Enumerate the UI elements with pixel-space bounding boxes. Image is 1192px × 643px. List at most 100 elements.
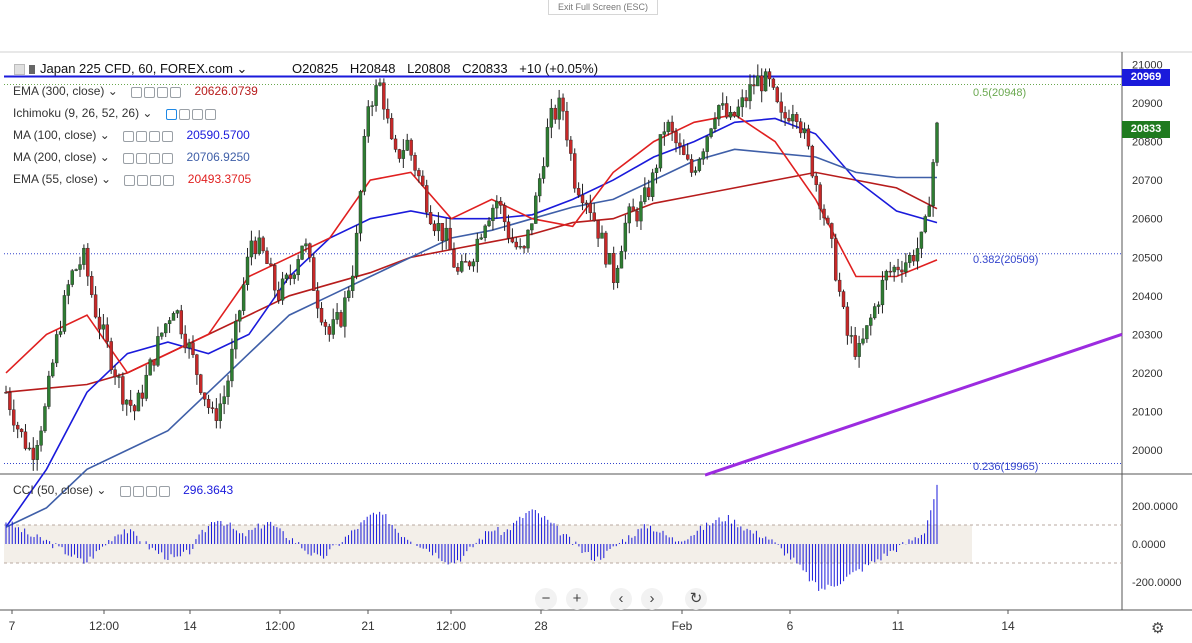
candle-body	[444, 227, 448, 241]
candle-body	[467, 261, 472, 267]
high-value: H20848	[349, 61, 396, 76]
candle-body	[428, 212, 433, 225]
candle-body	[697, 158, 702, 171]
indicator-controls[interactable]	[165, 107, 218, 121]
indicator-controls[interactable]	[124, 173, 176, 187]
close-icon	[158, 486, 170, 498]
chevron-down-icon[interactable]: ⌄	[232, 61, 248, 76]
candle-body	[140, 392, 145, 399]
candle-body	[51, 362, 55, 377]
scroll-back-button[interactable]: ‹	[610, 588, 632, 610]
candle-body	[39, 430, 43, 446]
candle-body	[935, 122, 939, 163]
indicator-controls[interactable]	[119, 484, 172, 498]
candle-body	[705, 136, 709, 152]
candle-body	[592, 212, 596, 221]
time-tick: Feb	[672, 619, 693, 633]
indicator-legend-ema300[interactable]: EMA (300, close) ⌄ 20626.0739	[13, 84, 258, 99]
candle-body	[678, 142, 682, 147]
candle-body	[518, 246, 522, 248]
candle-body	[8, 392, 12, 410]
indicator-legend-ema55[interactable]: EMA (55, close) ⌄ 20493.3705	[13, 172, 251, 187]
candle-body	[658, 134, 663, 169]
candle-body	[884, 270, 889, 281]
plus-icon	[191, 109, 203, 121]
candle-body	[401, 150, 406, 159]
candle-body	[775, 87, 779, 103]
candle-body	[682, 146, 686, 155]
candle-body	[717, 105, 721, 120]
candle-body	[78, 264, 82, 270]
candle-body	[113, 369, 117, 378]
candle-body	[510, 238, 515, 243]
indicator-controls[interactable]	[123, 151, 175, 165]
candle-body	[736, 106, 741, 117]
candle-body	[27, 447, 32, 450]
candle-body	[296, 259, 300, 276]
candle-body	[222, 396, 226, 405]
candle-body	[654, 167, 659, 173]
chevron-down-icon[interactable]: ⌄	[97, 172, 112, 186]
candle-body	[908, 255, 912, 263]
candle-body	[397, 149, 402, 159]
candle-body	[810, 145, 815, 177]
moving-average-lines	[5, 113, 938, 528]
plus-icon	[149, 131, 161, 143]
indicator-legend-ma200[interactable]: MA (200, close) ⌄ 20706.9250	[13, 150, 250, 165]
candle-body	[187, 342, 191, 349]
indicator-label: MA (200, close)	[13, 150, 97, 164]
candle-body	[343, 297, 347, 327]
close-icon	[163, 175, 175, 187]
chevron-down-icon[interactable]: ⌄	[96, 150, 110, 164]
reset-chart-button[interactable]: ↻	[685, 588, 707, 610]
gear-icon	[132, 486, 144, 498]
fib-levels	[4, 75, 1122, 464]
candle-body	[269, 263, 273, 266]
candle-body	[896, 266, 900, 271]
candle-body	[19, 428, 24, 433]
exit-fullscreen-button[interactable]: Exit Full Screen (ESC)	[548, 0, 658, 15]
candle-body	[121, 376, 125, 405]
candle-body	[845, 306, 850, 336]
candle-body	[872, 306, 877, 319]
indicator-controls[interactable]	[131, 85, 183, 99]
candle-body	[144, 374, 148, 399]
ohlc-readout: O20825 H20848 L20808 C20833 +10 (+0.05%)	[292, 61, 606, 76]
candle-body	[565, 110, 569, 141]
time-tick: 12:00	[89, 619, 119, 633]
scroll-forward-button[interactable]: ›	[641, 588, 663, 610]
cci-legend[interactable]: CCI (50, close) ⌄ 296.3643	[13, 483, 233, 498]
candle-body	[370, 105, 374, 107]
zoom-in-button[interactable]: +	[566, 588, 588, 610]
candle-body	[261, 237, 265, 252]
close-icon	[170, 87, 182, 99]
zoom-out-button[interactable]: −	[535, 588, 557, 610]
chevron-down-icon[interactable]: ⌄	[96, 128, 110, 142]
last-price-badge: 20833	[1122, 121, 1170, 138]
candle-body	[748, 84, 752, 102]
cci-tick: 0.0000	[1132, 539, 1166, 551]
indicator-controls[interactable]	[123, 129, 175, 143]
candle-body	[327, 326, 332, 335]
indicator-legend-ichimoku[interactable]: Ichimoku (9, 26, 52, 26) ⌄	[13, 106, 218, 121]
candle-body	[409, 139, 413, 156]
close-icon	[204, 109, 216, 121]
candle-body	[662, 131, 667, 135]
chevron-down-icon[interactable]: ⌄	[139, 106, 153, 120]
eye-icon	[123, 131, 135, 143]
candle-body	[530, 223, 534, 231]
time-tick: 14	[1001, 619, 1015, 633]
candle-body	[853, 335, 857, 357]
chevron-down-icon[interactable]: ⌄	[93, 483, 107, 497]
chart-title[interactable]: Japan 225 CFD, 60, FOREX.com ⌄	[14, 61, 247, 77]
symbol-box-icon	[14, 64, 25, 76]
settings-gear-icon[interactable]: ⚙	[1151, 620, 1165, 637]
price-tick: 20000	[1132, 445, 1163, 457]
price-tick: 20100	[1132, 406, 1163, 418]
eye-icon	[131, 87, 143, 99]
candle-body	[869, 317, 873, 326]
indicator-legend-ma100[interactable]: MA (100, close) ⌄ 20590.5700	[13, 128, 250, 143]
candle-body	[534, 195, 538, 224]
chevron-down-icon[interactable]: ⌄	[104, 84, 118, 98]
